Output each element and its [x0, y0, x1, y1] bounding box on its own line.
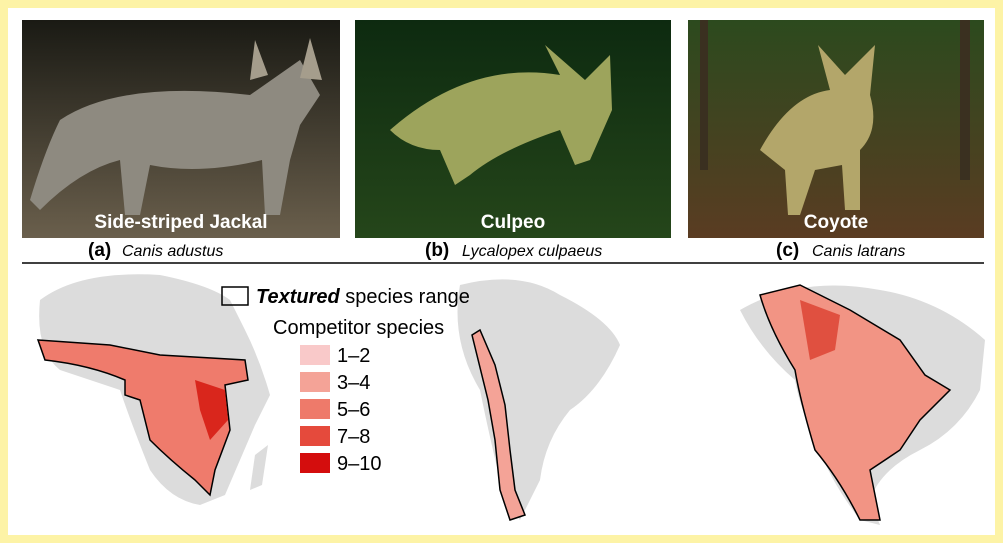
legend-swatch — [300, 453, 330, 473]
legend-label: 5–6 — [337, 399, 370, 421]
photo-b — [355, 20, 671, 238]
panel-label: (a) — [88, 240, 111, 261]
legend-label: 9–10 — [337, 453, 382, 475]
legend-label: 3–4 — [337, 372, 370, 394]
legend-swatch — [300, 345, 330, 365]
legend-range-label: Textured species range — [256, 286, 470, 308]
legend-swatch — [300, 399, 330, 419]
legend-range-text: species range — [345, 286, 470, 308]
scientific-name: Canis adustus — [122, 243, 223, 260]
common-name: Culpeo — [481, 212, 545, 233]
panel-label: (b) — [425, 240, 449, 261]
legend-items: 1–2 3–4 5–6 7–8 9–10 — [300, 345, 382, 475]
figure: Side-striped Jackal Culpeo Coyote (a) Ca… — [0, 0, 1003, 543]
common-name: Coyote — [804, 212, 868, 233]
scientific-name: Canis latrans — [812, 243, 905, 260]
photo-a — [22, 20, 340, 238]
panel-label: (c) — [776, 240, 799, 261]
common-name: Side-striped Jackal — [94, 212, 267, 233]
photo-c — [688, 20, 984, 238]
legend-swatch — [300, 372, 330, 392]
legend-title: Competitor species — [273, 317, 444, 339]
legend-range-emphasis: Textured — [256, 286, 341, 308]
legend-label: 1–2 — [337, 345, 370, 367]
scientific-name: Lycalopex culpaeus — [462, 243, 602, 260]
legend-label: 7–8 — [337, 426, 370, 448]
legend-swatch — [300, 426, 330, 446]
